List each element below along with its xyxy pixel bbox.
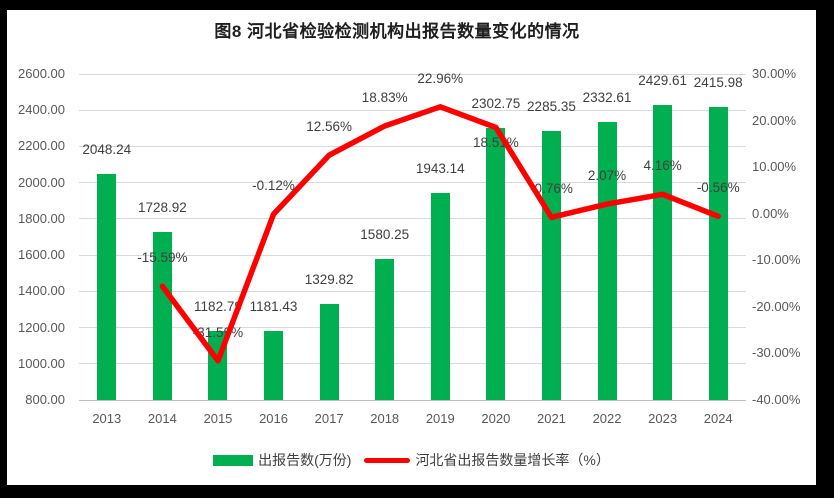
- line-point-label: 4.16%: [643, 158, 682, 174]
- right-axis-tick: -10.00%: [752, 252, 801, 268]
- right-axis-tick: 30.00%: [752, 66, 797, 81]
- legend: 出报告数(万份) 河北省出报告数量增长率（%）: [7, 450, 816, 470]
- bar-value-label: 1580.25: [360, 226, 410, 242]
- line-point-label: 12.56%: [306, 119, 353, 135]
- bar: [708, 107, 728, 400]
- x-axis-tick: 2022: [592, 411, 622, 426]
- x-axis-tick: 2023: [648, 411, 678, 426]
- gridline: [79, 290, 746, 292]
- left-axis-tick: 2600.00: [18, 66, 65, 81]
- x-axis-tick: 2020: [481, 411, 511, 426]
- left-axis-tick: 2400.00: [18, 102, 65, 118]
- bar: [597, 122, 617, 400]
- bar: [541, 130, 561, 400]
- line-series-swatch-icon: [364, 457, 411, 463]
- line-point-label: 18.51%: [472, 134, 519, 150]
- legend-item-bars: 出报告数(万份): [213, 450, 351, 470]
- bar: [319, 304, 339, 400]
- x-axis-tick: 2019: [425, 411, 455, 426]
- bar-value-label: 2332.61: [582, 90, 632, 106]
- line-point-label: 18.83%: [361, 90, 408, 106]
- bar-value-label: 2048.24: [82, 141, 132, 157]
- line-point-label: -0.56%: [696, 180, 740, 196]
- left-axis-tick: 1000.00: [18, 355, 65, 371]
- left-axis-tick: 800.00: [25, 392, 65, 407]
- bar-series-swatch-icon: [213, 454, 254, 466]
- left-axis-tick: 1400.00: [18, 283, 65, 299]
- right-axis-tick: 0.00%: [752, 205, 789, 221]
- x-axis-tick: 2024: [703, 411, 733, 426]
- bar-value-label: 2429.61: [638, 72, 688, 88]
- right-axis-tick: 10.00%: [752, 159, 797, 175]
- left-axis-tick: 2200.00: [18, 138, 65, 154]
- line-point-label: -0.12%: [252, 178, 295, 194]
- bar: [97, 173, 117, 400]
- bar-value-label: 1329.82: [304, 272, 354, 288]
- bar-value-label: 1181.43: [249, 298, 298, 314]
- x-axis-tick: 2017: [314, 411, 344, 426]
- bar: [208, 330, 228, 400]
- gridline: [79, 218, 746, 220]
- bar-value-label: 1728.92: [137, 199, 187, 215]
- left-axis-tick: 1600.00: [18, 247, 65, 263]
- x-axis-tick: 2016: [259, 411, 288, 426]
- line-point-label: -31.59%: [192, 324, 244, 340]
- left-axis-tick: 1800.00: [18, 210, 65, 226]
- right-axis-tick: -30.00%: [752, 345, 801, 361]
- bar: [486, 127, 506, 400]
- x-axis-tick: 2015: [203, 411, 233, 426]
- right-axis-tick: -20.00%: [752, 298, 801, 314]
- gridline: [79, 73, 746, 75]
- gridline: [79, 145, 746, 147]
- x-axis-tick: 2018: [370, 411, 400, 426]
- legend-item-line: 河北省出报告数量增长率（%）: [364, 450, 610, 470]
- chart-title: 图8 河北省检验检测机构出报告数量变化的情况: [214, 22, 580, 41]
- right-axis-tick: 20.00%: [752, 112, 797, 128]
- legend-label-bars: 出报告数(万份): [258, 452, 352, 468]
- left-axis-tick: 2000.00: [18, 174, 65, 190]
- bar: [375, 258, 395, 400]
- left-axis-tick: 1200.00: [18, 319, 65, 335]
- right-axis-tick: -40.00%: [752, 392, 801, 407]
- bar: [653, 104, 673, 400]
- x-axis-tick: 2014: [147, 411, 177, 426]
- bar-value-label: 1943.14: [415, 160, 465, 176]
- gridline: [79, 399, 746, 401]
- bar-value-label: 2415.98: [693, 75, 743, 91]
- bar: [430, 192, 450, 400]
- x-axis-tick: 2021: [536, 411, 566, 426]
- gridline: [79, 363, 746, 365]
- line-point-label: -15.59%: [137, 250, 188, 266]
- x-axis-tick: 2013: [92, 411, 122, 426]
- chart-canvas: 图8 河北省检验检测机构出报告数量变化的情况 出报告数(万份) 河北省出报告数量…: [7, 10, 816, 485]
- bar: [264, 330, 284, 400]
- gridline: [79, 109, 746, 111]
- legend-label-line: 河北省出报告数量增长率（%）: [415, 452, 610, 468]
- line-point-label: 22.96%: [417, 70, 464, 86]
